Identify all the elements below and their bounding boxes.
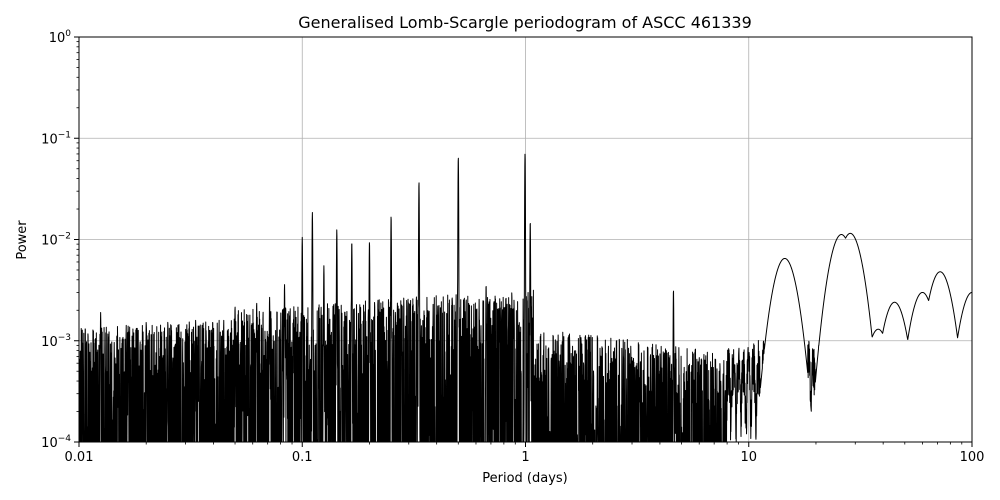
y-tick-label: 100 <box>49 29 72 46</box>
y-tick-label: 10−2 <box>41 232 71 249</box>
x-tick-label: 100 <box>960 450 985 465</box>
power-line <box>79 153 972 442</box>
x-tick-label: 0.1 <box>292 450 313 465</box>
x-tick-label: 1 <box>521 450 529 465</box>
x-tick-label: 0.01 <box>65 450 94 465</box>
y-axis-label: Power <box>15 220 30 260</box>
x-tick-label: 10 <box>740 450 757 465</box>
periodogram-series <box>79 153 972 442</box>
y-tick-label: 10−4 <box>41 434 71 451</box>
y-tick-label: 10−3 <box>41 333 71 350</box>
x-axis-ticks: 0.01 0.1 1 10 100 <box>65 442 985 465</box>
y-axis-ticks: 10−4 10−3 10−2 10−1 100 <box>41 29 79 451</box>
y-tick-label: 10−1 <box>41 130 71 147</box>
x-axis-label: Period (days) <box>482 471 568 486</box>
chart-title: Generalised Lomb-Scargle periodogram of … <box>298 13 752 32</box>
